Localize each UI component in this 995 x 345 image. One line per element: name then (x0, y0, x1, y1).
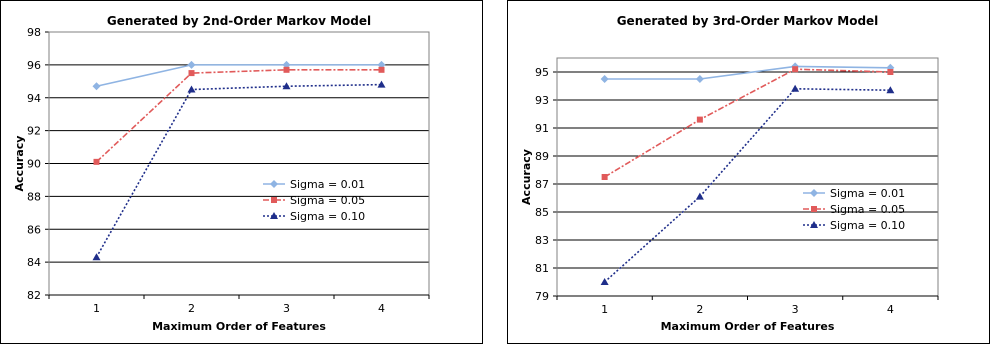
chart-panel-3rd-order: Generated by 3rd-Order Markov Model 79 81 8… (507, 0, 990, 344)
chart-panel-2nd-order: Generated by 2nd-Order Markov Model 82 84 8… (0, 0, 483, 344)
legend-marker (271, 197, 277, 203)
data-point (92, 253, 101, 261)
y-tick-label: 84 (27, 256, 41, 269)
y-tick-label: 92 (27, 125, 41, 138)
data-point (695, 192, 704, 200)
data-point (92, 82, 101, 91)
data-point (696, 116, 703, 123)
x-tick-label: 2 (696, 303, 703, 316)
y-tick-label: 81 (535, 262, 549, 275)
y-tick-label: 79 (535, 290, 549, 303)
data-point (601, 174, 608, 180)
legend-marker (810, 221, 818, 228)
series-line (96, 64, 382, 88)
legend-label: Sigma = 0.01 (830, 187, 905, 200)
legend: Sigma = 0.01 Sigma = 0.05 Sigma = 0.10 (803, 187, 905, 232)
series-line (604, 68, 891, 178)
legend-marker (810, 189, 818, 197)
y-tick-label: 95 (535, 66, 549, 79)
data-point (887, 69, 894, 75)
data-point (792, 66, 799, 73)
y-tick-label: 91 (535, 122, 549, 135)
series-line (95, 69, 382, 163)
y-tick-label: 90 (27, 158, 41, 171)
y-tick-label: 93 (535, 94, 549, 107)
data-point (283, 66, 290, 73)
series-3 (92, 80, 386, 261)
chart-title: Generated by 3rd-Order Markov Model (617, 14, 879, 28)
data-point (600, 278, 609, 285)
y-tick-label: 98 (27, 26, 41, 39)
x-tick-label: 1 (601, 303, 608, 316)
x-tick-label: 4 (378, 302, 385, 315)
legend-label: Sigma = 0.05 (830, 203, 905, 216)
y-axis-label: Accuracy (13, 136, 26, 192)
data-point (188, 70, 195, 77)
series-3 (600, 84, 895, 285)
legend-label: Sigma = 0.05 (290, 194, 365, 207)
data-point (695, 75, 704, 83)
y-tick-label: 86 (27, 223, 41, 236)
data-point (93, 158, 100, 165)
data-point (791, 84, 800, 92)
x-tick-label: 3 (283, 302, 290, 315)
legend-label: Sigma = 0.01 (290, 178, 365, 191)
chart-3rd-order: Generated by 3rd-Order Markov Model 79 81 8… (520, 14, 939, 333)
series-line (604, 87, 891, 283)
legend: Sigma = 0.01 Sigma = 0.05 Sigma = 0.10 (263, 178, 365, 223)
data-point (886, 86, 895, 94)
series-line (604, 65, 891, 80)
chart-2nd-order: Generated by 2nd-Order Markov Model 82 84 8… (13, 14, 430, 333)
y-tick-label: 88 (27, 190, 41, 203)
data-point (282, 82, 291, 90)
data-point (377, 80, 386, 88)
y-tick-label: 87 (535, 178, 549, 191)
data-point (378, 66, 385, 73)
x-tick-label: 4 (887, 303, 894, 316)
data-point (187, 85, 196, 93)
data-point (187, 60, 196, 69)
y-tick-label: 94 (27, 92, 41, 105)
y-axis-label: Accuracy (520, 149, 533, 205)
chart-title: Generated by 2nd-Order Markov Model (107, 14, 371, 28)
y-tick-label: 96 (27, 59, 41, 72)
y-tick-label: 83 (535, 234, 549, 247)
data-point (600, 75, 609, 83)
x-tick-label: 2 (188, 302, 195, 315)
x-axis-label: Maximum Order of Features (152, 320, 326, 333)
legend-label: Sigma = 0.10 (290, 210, 365, 223)
series-line (95, 83, 382, 258)
legend-marker (270, 212, 278, 219)
x-tick-label: 1 (93, 302, 100, 315)
series-1 (600, 62, 895, 83)
legend-marker (270, 180, 278, 188)
y-tick-label: 89 (535, 150, 549, 163)
series-2 (93, 66, 385, 165)
legend-marker (811, 206, 817, 212)
y-tick-label: 82 (27, 289, 41, 302)
series-2 (601, 66, 894, 180)
y-tick-label: 85 (535, 206, 549, 219)
x-axis-label: Maximum Order of Features (661, 320, 835, 333)
x-tick-label: 3 (792, 303, 799, 316)
legend-label: Sigma = 0.10 (830, 219, 905, 232)
